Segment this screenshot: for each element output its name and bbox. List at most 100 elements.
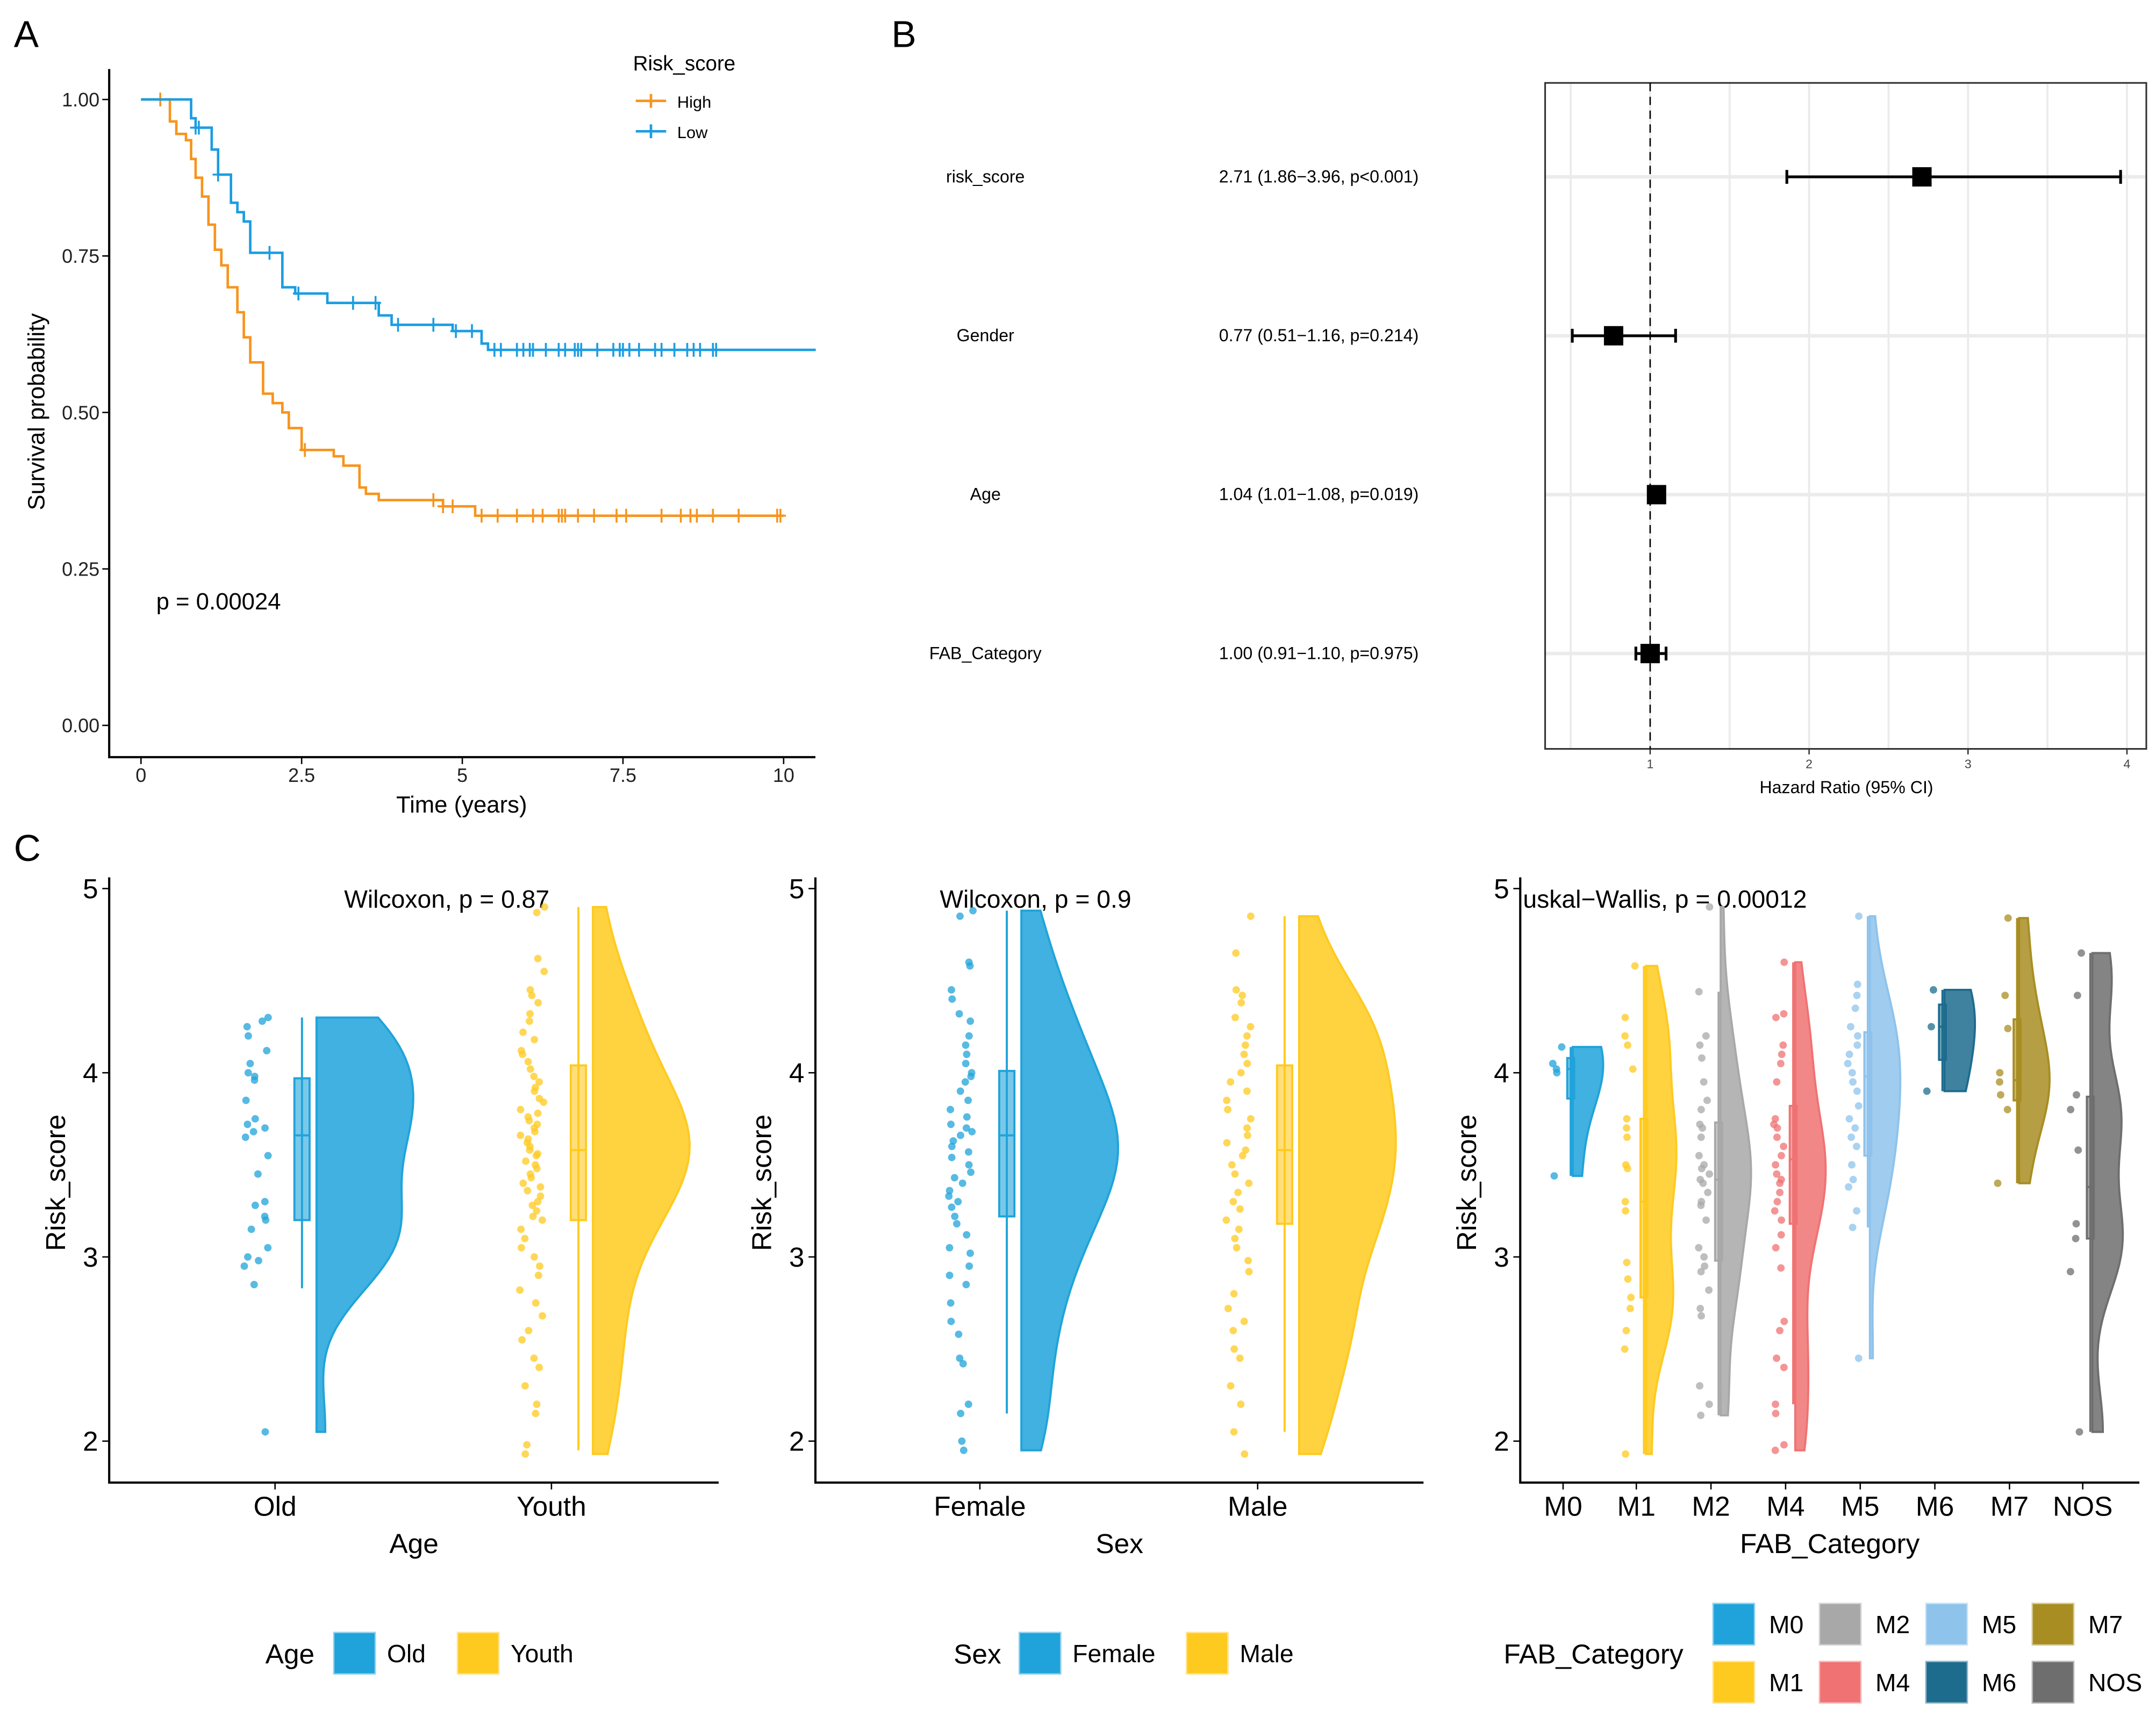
rc-legend-label: M6 xyxy=(1982,1669,2016,1697)
km-censor-mark xyxy=(707,508,719,523)
rc-data-point xyxy=(2072,1234,2080,1242)
rc-data-point xyxy=(2073,1091,2080,1099)
km-legend-title: Risk_score xyxy=(633,52,736,75)
km-censor-mark xyxy=(669,343,680,357)
rc-data-point xyxy=(1622,1450,1630,1458)
rc-data-point xyxy=(1930,986,1937,994)
rc-legend-swatch xyxy=(1925,1603,1968,1646)
rc-legend-title: FAB_Category xyxy=(1503,1639,1684,1670)
rc-data-point xyxy=(536,1192,545,1200)
km-censor-mark xyxy=(392,318,404,332)
rc-data-point xyxy=(1622,1327,1630,1334)
rc-data-point xyxy=(1853,1143,1860,1151)
rc-data-point xyxy=(539,1312,546,1320)
km-censor-mark xyxy=(476,508,488,523)
rc-data-point xyxy=(1776,1327,1784,1334)
rc-data-point xyxy=(526,1065,534,1073)
rc-data-point xyxy=(1247,1023,1255,1031)
rc-data-point xyxy=(1697,1312,1705,1320)
rc-data-point xyxy=(1623,1165,1631,1173)
rc-data-point xyxy=(1702,1032,1710,1040)
rc-data-point xyxy=(1849,1224,1857,1232)
rc-data-point xyxy=(951,1212,959,1220)
km-legend-key-low xyxy=(635,124,667,139)
rc-data-point xyxy=(255,1256,262,1264)
rc-data-point xyxy=(2001,991,2009,1000)
rc-data-point xyxy=(540,1098,548,1106)
rc-data-point xyxy=(518,1336,526,1344)
rc-box xyxy=(1788,1104,1798,1225)
rc-data-point xyxy=(1702,1216,1710,1224)
rc-data-point xyxy=(958,1437,966,1445)
km-censor-mark xyxy=(347,296,359,310)
forest-x-tick-label: 4 xyxy=(2124,757,2131,771)
rc-data-point xyxy=(1777,1060,1785,1068)
rc-axes xyxy=(1519,877,2140,1484)
rc-data-point xyxy=(1847,1023,1854,1031)
rc-data-point xyxy=(959,1446,968,1454)
rc-data-point xyxy=(1236,1205,1244,1213)
rc-box xyxy=(2086,1095,2095,1240)
rc-data-point xyxy=(950,1174,958,1182)
km-x-tick-label: 0 xyxy=(135,764,146,786)
rc-data-point xyxy=(1853,1207,1861,1215)
rc-axes xyxy=(108,877,719,1484)
rc-data-point xyxy=(1701,1262,1709,1270)
km-censor-mark xyxy=(560,508,571,523)
raincloud-fab: 2 3 4 5 Risk_score FAB_Category uskal−Wallis, … xyxy=(1451,873,2142,1704)
rc-data-point xyxy=(526,1017,533,1025)
km-x-tick-label: 5 xyxy=(457,764,468,786)
rc-data-point xyxy=(1780,1441,1788,1449)
rc-data-point xyxy=(1772,1244,1780,1252)
rc-data-point xyxy=(958,1179,966,1187)
rc-data-point xyxy=(1240,1050,1248,1058)
rc-legend-label: Youth xyxy=(511,1640,574,1668)
rc-data-point xyxy=(524,1187,532,1195)
rc-data-point xyxy=(1848,1161,1856,1169)
rc-data-point xyxy=(1230,1345,1238,1353)
rc-data-point xyxy=(245,1032,252,1040)
rc-data-point xyxy=(1241,1041,1249,1049)
rc-data-point xyxy=(2072,1220,2080,1228)
rc-data-point xyxy=(532,1152,540,1160)
rc-half-violin xyxy=(2018,917,2051,1184)
rc-data-point xyxy=(1697,1133,1705,1141)
rc-data-point xyxy=(1851,1004,1859,1012)
rc-data-point xyxy=(1780,1363,1788,1371)
rc-data-point xyxy=(535,1078,543,1086)
rc-half-violin xyxy=(1868,915,1902,1360)
rc-data-point xyxy=(1996,1069,2004,1077)
rc-data-point xyxy=(947,1317,955,1325)
rc-data-point xyxy=(1854,1354,1863,1362)
rc-data-point xyxy=(524,1058,532,1066)
rc-legend-swatch xyxy=(1712,1661,1756,1704)
rc-data-point xyxy=(1227,1382,1235,1390)
rc-data-point xyxy=(1773,1170,1781,1178)
rc-data-point xyxy=(534,1109,542,1117)
rc-box xyxy=(293,1077,311,1222)
rc-legend-label: Male xyxy=(1240,1640,1293,1668)
rc-legend-swatch xyxy=(1818,1661,1862,1704)
rc-half-violin xyxy=(1645,965,1678,1455)
rc-half-violin xyxy=(1943,989,1976,1093)
rc-data-point xyxy=(957,1410,965,1418)
rc-axes xyxy=(814,877,1424,1484)
rc-data-point xyxy=(1222,1216,1230,1224)
rc-y-tick-label: 4 xyxy=(1494,1057,1509,1088)
rc-data-point xyxy=(1231,1014,1239,1022)
rc-legend-label: M1 xyxy=(1769,1669,1803,1697)
rc-x-tick-label: Male xyxy=(1228,1491,1287,1522)
rc-legend-label: M5 xyxy=(1982,1611,2016,1639)
rc-data-point xyxy=(534,999,542,1007)
rc-data-point xyxy=(963,1113,971,1121)
rc-data-point xyxy=(1241,1450,1249,1458)
rc-x-tick-label: Old xyxy=(254,1491,297,1522)
rc-data-point xyxy=(1845,1050,1853,1058)
rc-x-tick-label: M6 xyxy=(1916,1491,1954,1522)
rc-data-point xyxy=(2067,1105,2075,1113)
rc-data-point xyxy=(1699,1124,1707,1132)
rc-data-point xyxy=(531,1087,539,1095)
rc-legend-swatch xyxy=(1712,1603,1756,1646)
rc-legend-label: NOS xyxy=(2088,1669,2142,1697)
rc-data-point xyxy=(1697,1105,1705,1113)
